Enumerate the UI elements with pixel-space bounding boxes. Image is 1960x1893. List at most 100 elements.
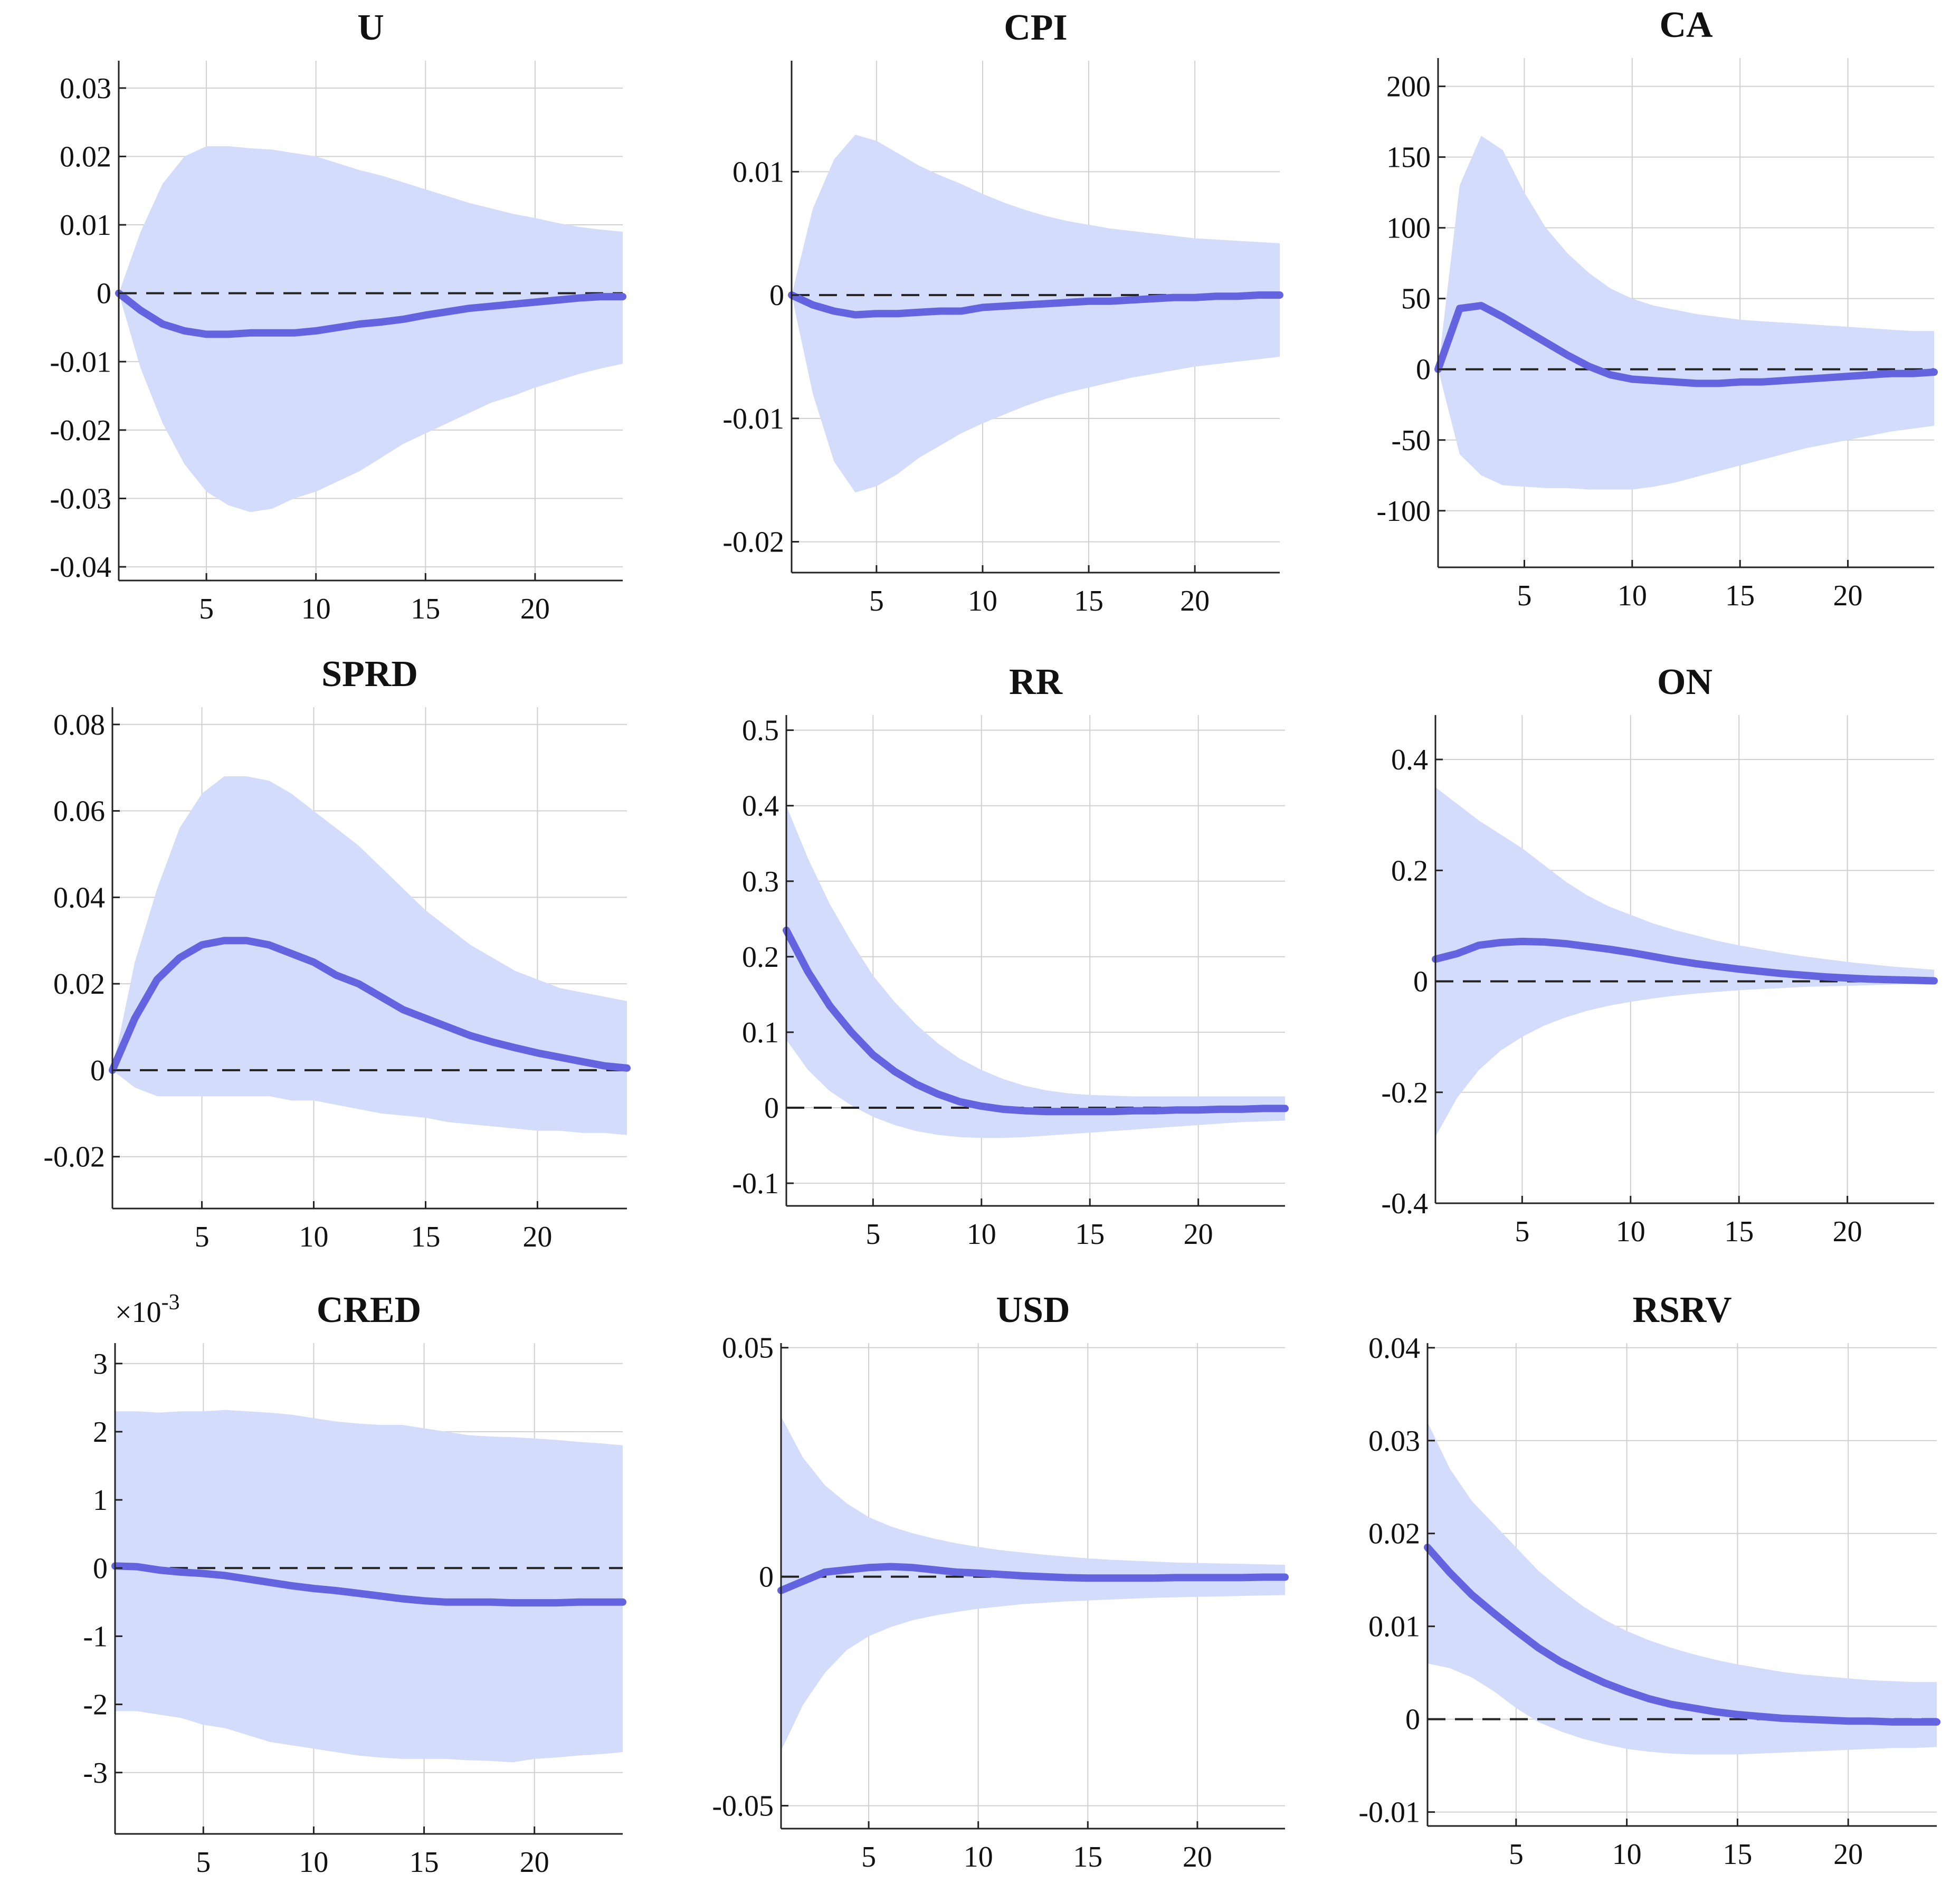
confidence-band: [115, 1410, 623, 1763]
x-tick-label: 20: [1180, 585, 1210, 617]
panel-title: USD: [996, 1290, 1070, 1330]
y-tick-label: -0.4: [1381, 1187, 1428, 1220]
y-tick-label: 0.5: [742, 715, 779, 747]
x-tick-label: 5: [196, 1846, 211, 1879]
y-tick-label: 0.02: [1368, 1518, 1420, 1550]
panel-on: 5 10 15 20 0.4 0.2 0 -0.2 -0.4 ON: [1381, 662, 1938, 1248]
x-tick-label: 20: [520, 1846, 549, 1879]
x-tick-label: 15: [1724, 1215, 1754, 1248]
y-tick-label: 0.3: [742, 865, 779, 898]
y-tick-label: 0.2: [742, 941, 779, 974]
x-tick-label: 10: [967, 1218, 996, 1251]
x-tick-label: 15: [410, 1846, 439, 1879]
y-tick-label: 0.01: [732, 156, 784, 188]
y-tick-label: -0.2: [1381, 1077, 1428, 1109]
y-tick-label: -0.03: [50, 482, 111, 515]
x-tick-label: 15: [1725, 579, 1755, 612]
y-tick-label: 0.04: [53, 881, 105, 914]
x-tick-label: 10: [1618, 579, 1647, 612]
y-tick-label: 0.04: [1368, 1332, 1420, 1365]
x-tick-label: 10: [301, 593, 331, 625]
y-tick-label: -0.01: [722, 403, 784, 435]
x-tick-label: 20: [1183, 1841, 1212, 1873]
y-tick-label: 0: [97, 278, 111, 310]
y-tick-label: 0.02: [60, 140, 111, 173]
panel-rsrv: 5 10 15 20 0.04 0.03 0.02 0.01 0 -0.01 RSRV: [1358, 1290, 1940, 1871]
y-tick-label: 0: [764, 1092, 779, 1125]
panel-title: CA: [1659, 5, 1713, 45]
response-line: [1434, 302, 1938, 387]
x-tick-label: 15: [1074, 585, 1103, 617]
x-tick-label: 10: [299, 1221, 329, 1253]
y-tick-label: 1: [93, 1484, 108, 1517]
y-tick-label: 0: [1416, 354, 1431, 386]
y-tick-label: -2: [83, 1689, 108, 1721]
y-tick-label: 0.01: [60, 209, 111, 242]
y-tick-label: -0.02: [722, 526, 784, 559]
x-tick-label: 20: [520, 593, 550, 625]
y-tick-label: 0.4: [1391, 744, 1428, 776]
panel-title: SPRD: [321, 654, 418, 695]
y-tick-label: -3: [83, 1757, 108, 1790]
y-tick-label: -0.02: [43, 1141, 105, 1174]
x-tick-label: 20: [1833, 1838, 1863, 1871]
x-tick-label: 10: [968, 585, 997, 617]
y-tick-label: 0: [90, 1054, 105, 1087]
x-tick-label: 5: [1509, 1838, 1524, 1871]
response-line: [783, 926, 1289, 1116]
x-tick-label: 15: [1075, 1218, 1105, 1251]
y-tick-label: -50: [1391, 424, 1431, 457]
x-tick-label: 20: [522, 1221, 552, 1253]
panel-cpi: 5 10 15 20 0.01 0 -0.01 -0.02 CPI: [722, 7, 1283, 617]
response-line: [1432, 937, 1938, 985]
y-tick-label: 200: [1386, 71, 1431, 103]
confidence-band: [1438, 136, 1934, 490]
panel-ca: 5 10 15 20 200 150 100 50 0 -50 -100 CA: [1376, 5, 1938, 612]
confidence-band: [781, 1416, 1285, 1751]
y-tick-label: 0.2: [1391, 854, 1428, 887]
panel-title: U: [357, 7, 384, 48]
x-tick-label: 5: [195, 1221, 210, 1253]
y-tick-label: -0.02: [50, 414, 111, 447]
panel-u: 5 10 15 20 0.03 0.02 0.01 0 -0.01 -0.02 -0.03 -0.04…: [50, 7, 626, 625]
y-tick-label: 0: [1405, 1704, 1420, 1736]
y-tick-label: -0.05: [712, 1790, 774, 1823]
y-multiplier: ×10-3: [115, 1290, 180, 1329]
x-tick-label: 5: [1517, 579, 1531, 612]
x-tick-label: 15: [411, 1221, 440, 1253]
y-tick-label: 0.03: [60, 72, 111, 105]
y-tick-label: 0.08: [53, 709, 105, 741]
x-tick-label: 5: [1515, 1215, 1529, 1248]
y-tick-label: 100: [1386, 212, 1431, 245]
y-tick-label: 0.05: [722, 1332, 774, 1365]
confidence-band: [786, 805, 1285, 1138]
y-tick-label: 0: [93, 1552, 108, 1585]
x-tick-label: 10: [1612, 1838, 1642, 1871]
y-tick-label: 0.1: [742, 1016, 779, 1049]
x-tick-label: 10: [1616, 1215, 1645, 1248]
y-multiplier-exponent: -3: [161, 1290, 180, 1315]
y-tick-label: -0.04: [50, 551, 111, 584]
panel-title: CPI: [1004, 7, 1068, 48]
x-tick-label: 5: [199, 593, 214, 625]
y-tick-label: 50: [1401, 283, 1431, 316]
panel-title: ON: [1657, 662, 1712, 702]
y-tick-label: -0.01: [1358, 1796, 1420, 1829]
response-line: [109, 937, 631, 1074]
x-tick-label: 15: [1073, 1841, 1102, 1873]
y-tick-label: 0.4: [742, 790, 779, 823]
response-line: [115, 289, 626, 338]
response-line: [777, 1563, 1289, 1594]
x-tick-label: 20: [1184, 1218, 1213, 1251]
x-tick-label: 10: [299, 1846, 328, 1879]
x-tick-label: 20: [1833, 1215, 1862, 1248]
x-tick-label: 15: [1723, 1838, 1752, 1871]
response-line: [788, 291, 1283, 319]
panel-title: RSRV: [1632, 1290, 1731, 1330]
y-tick-label: 3: [93, 1348, 108, 1381]
y-tick-label: 0: [1413, 966, 1428, 998]
panel-usd: 5 10 15 20 0.05 0 -0.05 USD: [712, 1290, 1289, 1873]
x-tick-label: 5: [861, 1841, 876, 1873]
y-tick-label: 150: [1386, 141, 1431, 174]
